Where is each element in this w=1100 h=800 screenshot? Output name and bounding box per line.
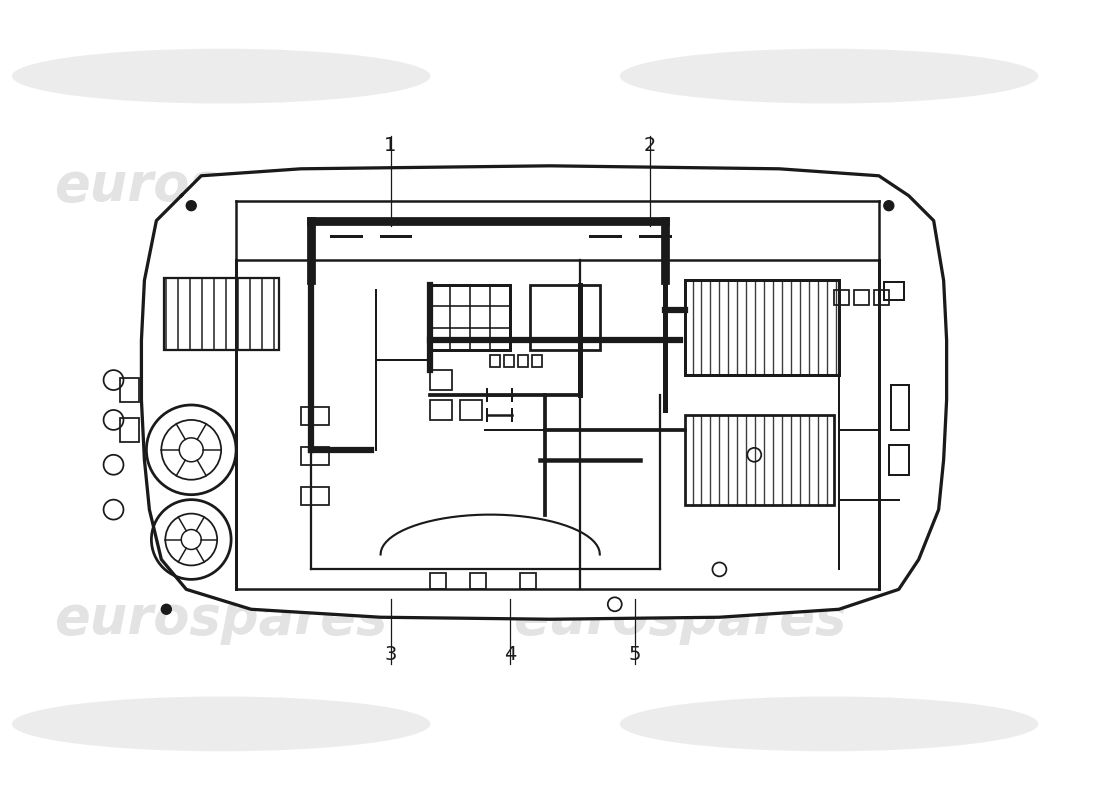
Bar	[430, 400, 452, 420]
Bar	[684, 415, 834, 505]
Circle shape	[162, 604, 172, 614]
Bar	[883, 282, 904, 300]
Bar	[471, 574, 486, 590]
Bar	[518, 355, 528, 367]
Bar	[520, 574, 536, 590]
Text: 2: 2	[644, 136, 656, 155]
Ellipse shape	[12, 49, 430, 103]
Bar	[532, 355, 542, 367]
Bar	[834, 290, 849, 306]
Circle shape	[883, 201, 894, 210]
Bar	[854, 290, 869, 306]
Text: 5: 5	[628, 645, 641, 664]
Text: eurospares: eurospares	[55, 160, 388, 212]
Polygon shape	[142, 166, 947, 619]
Bar	[891, 385, 909, 430]
Bar	[120, 378, 140, 402]
Circle shape	[186, 201, 196, 210]
Ellipse shape	[12, 697, 430, 751]
Bar	[430, 574, 447, 590]
Ellipse shape	[619, 49, 1038, 103]
Bar	[889, 445, 909, 474]
Bar	[430, 370, 452, 390]
Text: 4: 4	[504, 645, 516, 664]
Bar	[491, 355, 501, 367]
Bar	[301, 407, 329, 425]
Ellipse shape	[619, 697, 1038, 751]
Text: 3: 3	[384, 645, 397, 664]
Bar	[120, 418, 140, 442]
Text: eurospares: eurospares	[55, 594, 388, 646]
Text: eurospares: eurospares	[513, 594, 846, 646]
Text: 1: 1	[384, 136, 397, 155]
Bar	[301, 447, 329, 465]
Bar	[530, 286, 600, 350]
Bar	[873, 290, 889, 306]
Bar	[164, 278, 279, 350]
Text: eurospares: eurospares	[513, 160, 846, 212]
Bar	[684, 281, 839, 375]
Bar	[301, 486, 329, 505]
Bar	[460, 400, 482, 420]
Bar	[504, 355, 514, 367]
Bar	[430, 286, 510, 350]
